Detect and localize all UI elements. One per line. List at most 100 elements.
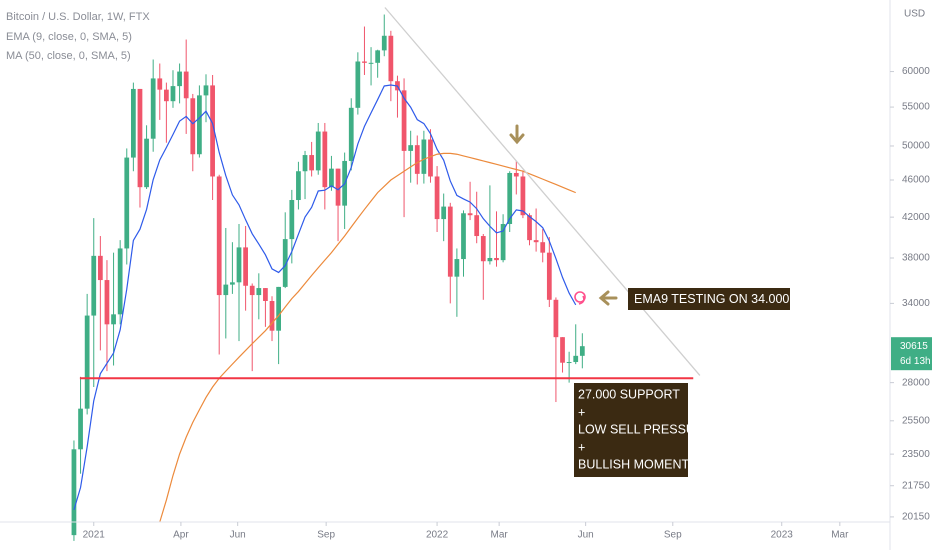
- y-tick-label: 38000: [902, 253, 930, 264]
- legend-entry: EMA (9, close, 0, SMA, 5): [6, 31, 132, 43]
- candle-body: [177, 71, 182, 87]
- candle-body: [335, 168, 341, 206]
- candle-body: [223, 284, 229, 296]
- candle-body: [97, 255, 103, 281]
- candle-body: [170, 86, 176, 102]
- candle-body: [137, 88, 143, 188]
- candle-body: [322, 131, 328, 188]
- y-tick-label: 50000: [902, 141, 930, 152]
- candle-body: [520, 176, 526, 216]
- candle-body: [573, 355, 579, 363]
- y-tick-label: 20150: [902, 512, 930, 523]
- candle-body: [348, 107, 354, 161]
- plot-area: [71, 7, 701, 541]
- candle-body: [421, 139, 427, 174]
- candle-body: [454, 259, 460, 277]
- candle-body: [230, 282, 235, 285]
- countdown-label: 6d 13h: [900, 356, 931, 367]
- candle-body: [197, 95, 202, 155]
- y-tick-label: 25500: [902, 415, 930, 426]
- candle-body: [302, 155, 308, 172]
- trend-line: [384, 7, 701, 376]
- x-tick-label: Sep: [664, 530, 682, 541]
- candle-body: [130, 88, 136, 158]
- ema-touch-marker: [578, 295, 585, 305]
- legend-entry: MA (50, close, 0, SMA, 5): [6, 50, 131, 62]
- candle-body: [355, 61, 361, 108]
- annotation-line: +: [578, 405, 585, 419]
- candle-body: [276, 286, 281, 331]
- x-tick-label: Mar: [491, 530, 509, 541]
- candle-body: [329, 168, 334, 188]
- candle-body: [388, 35, 394, 82]
- candle-body: [150, 78, 156, 139]
- y-tick-label: 21750: [902, 480, 930, 491]
- annotation-line: +: [578, 440, 585, 454]
- candle-body: [467, 213, 473, 216]
- candle-body: [540, 242, 546, 253]
- candle-body: [474, 215, 480, 237]
- candle-body: [408, 145, 414, 151]
- y-axis-label: USD: [904, 9, 925, 20]
- candle-body: [315, 131, 321, 171]
- candle-body: [494, 257, 499, 261]
- candle-body: [533, 240, 539, 243]
- candle-body: [546, 252, 552, 300]
- candle-body: [447, 206, 453, 277]
- y-tick-label: 46000: [902, 175, 930, 186]
- candle-body: [553, 299, 559, 338]
- candle-body: [401, 90, 407, 151]
- candle-body: [428, 139, 433, 177]
- candle-body: [441, 206, 447, 220]
- candle-body: [91, 255, 97, 316]
- y-tick-label: 42000: [902, 212, 930, 223]
- price-tag: [891, 337, 932, 371]
- candle-body: [203, 85, 209, 96]
- candle-body: [216, 176, 222, 296]
- candle-body: [560, 337, 565, 363]
- candle-body: [282, 239, 288, 287]
- candle-body: [579, 346, 585, 356]
- y-tick-label: 23500: [902, 449, 930, 460]
- candle-body: [190, 98, 196, 155]
- candle-body: [144, 138, 149, 188]
- annotation: EMA9 TESTING ON 34.000 USD: [634, 292, 819, 306]
- candle-body: [269, 300, 275, 331]
- candle-body: [210, 85, 215, 177]
- annotation-box: [628, 288, 790, 310]
- indicator-line: [73, 84, 577, 511]
- candle-body: [487, 257, 493, 262]
- candle-body: [500, 224, 506, 261]
- y-tick-label: 60000: [902, 66, 930, 77]
- x-tick-label: Apr: [173, 530, 189, 541]
- candle-body: [111, 314, 116, 325]
- chart-title: Bitcoin / U.S. Dollar, 1W, FTX: [6, 11, 150, 23]
- candle-body: [104, 280, 110, 325]
- candle-body: [362, 61, 367, 63]
- candle-body: [309, 155, 315, 171]
- candle-body: [236, 247, 242, 283]
- candle-body: [434, 176, 440, 220]
- candle-body: [461, 213, 466, 260]
- annotation-line: BULLISH MOMENTUM: [578, 457, 709, 471]
- candle-body: [289, 200, 295, 240]
- candle-body: [263, 288, 268, 301]
- candle-body: [157, 78, 163, 90]
- y-tick-label: 55000: [902, 102, 930, 113]
- annotation-box: [574, 383, 688, 477]
- candle-body: [566, 362, 572, 364]
- x-tick-label: Mar: [831, 530, 849, 541]
- candle-body: [527, 215, 532, 241]
- candle-body: [513, 172, 519, 177]
- candle-body: [480, 236, 486, 262]
- annotation-line: LOW SELL PRESSURE: [578, 422, 712, 436]
- y-tick-label: 34000: [902, 298, 930, 309]
- left-arrow-icon: [598, 290, 618, 306]
- price-tag-label: 30615: [900, 341, 928, 352]
- candle-body: [124, 157, 130, 249]
- candle-body: [71, 449, 77, 536]
- candle-body: [296, 171, 301, 201]
- candle-body: [164, 89, 169, 102]
- candle-body: [249, 285, 255, 296]
